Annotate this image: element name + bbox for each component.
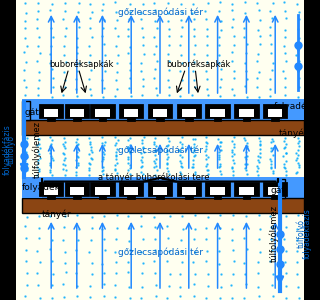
Bar [153,187,167,195]
Bar [48,189,54,198]
Bar [206,105,229,117]
Bar [0,0,16,300]
Bar [74,189,80,198]
Text: buboréksapkák: buboréksapkák [49,60,114,69]
Bar [44,187,59,195]
Bar [215,111,220,120]
Bar [272,111,278,120]
Bar [74,111,80,120]
Bar [264,183,286,195]
Bar [22,99,304,120]
Bar [178,105,200,117]
Bar [40,183,62,195]
Bar [277,179,285,198]
Bar [128,189,134,198]
Text: túlfolyólemez: túlfolyólemez [32,122,42,178]
Text: tányér: tányér [278,129,308,138]
Bar [66,183,88,195]
Bar [157,189,163,198]
Text: folyadékfázis: folyadékfázis [2,124,12,176]
Bar [244,111,249,120]
Bar [264,105,286,117]
Bar [22,198,304,213]
Text: buboréksapkák: buboréksapkák [166,60,231,69]
Bar [181,187,196,195]
Bar [282,99,304,120]
Text: gőzlecsapódási tér: gőzlecsapódási tér [117,8,203,17]
Bar [100,111,105,120]
Bar [235,183,258,195]
Bar [120,105,142,117]
Bar [239,187,254,195]
Text: folyadékfázis: folyadékfázis [302,208,312,260]
Bar [91,105,114,117]
Bar [215,189,220,198]
Bar [149,105,171,117]
Bar [128,111,134,120]
Bar [178,183,200,195]
Bar [181,109,196,117]
Bar [22,101,30,120]
Bar [206,183,229,195]
Bar [235,105,258,117]
Bar [69,109,84,117]
Text: a tányér buborékolási tere: a tányér buborékolási tere [98,173,209,182]
Bar [124,109,139,117]
Bar [304,0,320,300]
Bar [95,187,110,195]
Bar [268,109,283,117]
Text: túlfolyó: túlfolyó [296,220,306,248]
Bar [149,183,171,195]
Bar [120,183,142,195]
Bar [210,109,225,117]
Bar [44,109,59,117]
Bar [239,109,254,117]
Bar [186,189,192,198]
Bar [153,109,167,117]
Text: túlfolyólemez: túlfolyólemez [269,206,278,262]
Bar [40,105,62,117]
Bar [272,189,278,198]
Bar [268,187,283,195]
Text: gát: gát [271,186,286,195]
Bar [22,177,42,198]
Text: túlfolyó: túlfolyó [6,136,16,164]
Bar [95,109,110,117]
Text: gőzlecsapódási tér: gőzlecsapódási tér [117,247,203,257]
Bar [66,105,88,117]
Text: gőzlecsapódási tér: gőzlecsapódási tér [117,145,203,155]
Bar [124,187,139,195]
Bar [244,189,249,198]
Bar [91,183,114,195]
Bar [100,189,105,198]
Bar [22,177,304,198]
Text: tányér: tányér [42,210,71,219]
Bar [48,111,54,120]
Text: gát: gát [25,108,39,117]
Text: folyadék: folyadék [22,183,61,192]
Bar [69,187,84,195]
Bar [186,111,192,120]
Bar [210,187,225,195]
Text: folyadék: folyadék [273,102,312,111]
Bar [157,111,163,120]
Bar [22,120,304,135]
